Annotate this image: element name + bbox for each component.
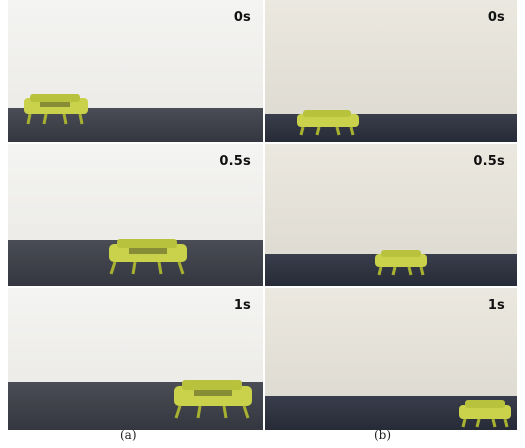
backdrop-wall [8, 0, 263, 112]
image-grid: 0s 0.5s 1s [8, 0, 517, 430]
backdrop-wall [265, 288, 517, 400]
panel-a-0s: 0s [8, 0, 263, 142]
timestamp-label: 1s [487, 298, 505, 313]
robot [459, 400, 511, 428]
backdrop-wall [8, 288, 263, 386]
panel-a-0-5s: 0.5s [8, 144, 263, 286]
robot [109, 239, 187, 275]
robot [24, 94, 88, 125]
panel-a-1s: 1s [8, 288, 263, 430]
panel-b-1s: 1s [265, 288, 517, 430]
backdrop-wall [265, 0, 517, 118]
timestamp-label: 0s [233, 10, 251, 25]
caption-b: (b) [374, 428, 392, 442]
backdrop-wall [265, 144, 517, 258]
robot [297, 110, 359, 136]
timestamp-label: 0.5s [219, 154, 251, 169]
timestamp-label: 0.5s [473, 154, 505, 169]
robot [375, 250, 427, 276]
panel-b-0-5s: 0.5s [265, 144, 517, 286]
robot [174, 380, 252, 419]
backdrop-wall [8, 144, 263, 244]
timestamp-label: 0s [487, 10, 505, 25]
timestamp-label: 1s [233, 298, 251, 313]
caption-a: (a) [120, 428, 137, 442]
panel-b-0s: 0s [265, 0, 517, 142]
